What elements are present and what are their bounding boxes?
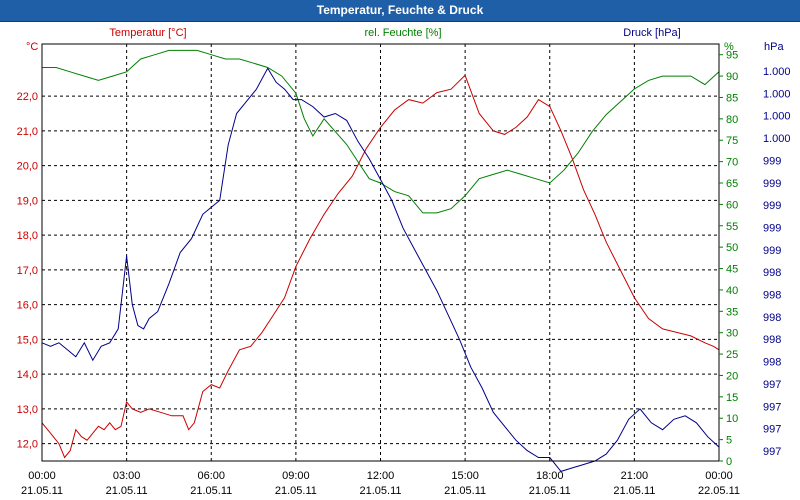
hum-tick-label: 65 (726, 178, 738, 190)
hum-tick-label: 95 (726, 50, 738, 62)
x-tick-time: 18:00 (536, 470, 564, 482)
chart-title: Temperatur, Feuchte & Druck (0, 0, 800, 22)
press-tick-label: 999 (763, 155, 781, 167)
temp-tick-label: 17,0 (17, 265, 38, 277)
temp-tick-label: 21,0 (17, 126, 38, 138)
hum-tick-label: 75 (726, 135, 738, 147)
plot-area (42, 44, 719, 461)
temp-tick-label: 22,0 (17, 91, 38, 103)
hum-tick-label: 40 (726, 285, 738, 297)
hum-tick-label: 15 (726, 392, 738, 404)
temp-axis-title: Temperatur [°C] (109, 27, 186, 39)
x-tick-time: 15:00 (451, 470, 479, 482)
hum-tick-label: 60 (726, 199, 738, 211)
x-tick-time: 00:00 (28, 470, 56, 482)
temp-tick-label: 12,0 (17, 439, 38, 451)
hum-tick-label: 35 (726, 306, 738, 318)
gridlines (42, 44, 719, 461)
temp-tick-label: 14,0 (17, 369, 38, 381)
press-tick-label: 997 (763, 424, 781, 436)
x-tick-date: 21.05.11 (275, 485, 317, 497)
x-tick-date: 21.05.11 (613, 485, 655, 497)
hum-unit-label: % (724, 41, 734, 53)
press-tick-label: 999 (763, 178, 781, 190)
x-tick-time: 12:00 (367, 470, 395, 482)
plot-frame (41, 43, 720, 462)
humidity-line (42, 49, 720, 214)
press-tick-label: 998 (763, 334, 781, 346)
press-tick-label: 1.000 (763, 111, 791, 123)
x-tick-time: 09:00 (282, 470, 310, 482)
hum-tick-label: 45 (726, 264, 738, 276)
temp-tick-label: 19,0 (17, 195, 38, 207)
x-tick-date: 21.05.11 (529, 485, 571, 497)
temp-tick-label: 13,0 (17, 404, 38, 416)
press-tick-label: 999 (763, 245, 781, 257)
press-axis-title: Druck [hPa] (623, 27, 680, 39)
x-tick-time: 03:00 (113, 470, 141, 482)
press-tick-label: 998 (763, 312, 781, 324)
hum-tick-label: 85 (726, 92, 738, 104)
hum-tick-label: 50 (726, 242, 738, 254)
press-tick-label: 998 (763, 357, 781, 369)
series-lines (41, 49, 720, 472)
hum-tick-label: 80 (726, 114, 738, 126)
x-tick-date: 21.05.11 (106, 485, 148, 497)
hum-tick-label: 5 (726, 435, 732, 447)
temp-tick-label: 20,0 (17, 161, 38, 173)
temp-unit-label: °C (26, 41, 38, 53)
hum-tick-label: 30 (726, 328, 738, 340)
temp-tick-label: 16,0 (17, 300, 38, 312)
temp-tick-label: 15,0 (17, 334, 38, 346)
press-tick-label: 997 (763, 446, 781, 458)
press-tick-label: 1.000 (763, 88, 791, 100)
hum-tick-label: 70 (726, 157, 738, 169)
x-tick-date: 21.05.11 (190, 485, 232, 497)
press-tick-label: 999 (763, 222, 781, 234)
press-tick-label: 1.000 (763, 66, 791, 78)
x-tick-date: 22.05.11 (698, 485, 740, 497)
hum-tick-label: 10 (726, 413, 738, 425)
pressure-line (41, 67, 720, 472)
x-tick-time: 00:00 (705, 470, 733, 482)
hum-axis-title: rel. Feuchte [%] (364, 27, 441, 39)
x-tick-date: 21.05.11 (359, 485, 401, 497)
hum-tick-label: 0 (726, 456, 732, 468)
x-tick-date: 21.05.11 (21, 485, 63, 497)
press-tick-label: 998 (763, 290, 781, 302)
hum-tick-label: 20 (726, 370, 738, 382)
press-unit-label: hPa (764, 41, 784, 53)
hum-tick-label: 90 (726, 71, 738, 83)
x-tick-time: 06:00 (197, 470, 225, 482)
hum-tick-label: 55 (726, 221, 738, 233)
temperature-line (41, 74, 720, 459)
press-tick-label: 1.000 (763, 133, 791, 145)
chart-canvas: 12,0 13,0 14,0 15,0 16,0 17,0 18,0 19,0 20,0 21,0… (17, 27, 791, 497)
press-tick-label: 997 (763, 401, 781, 413)
x-tick-time: 21:00 (621, 470, 649, 482)
press-tick-label: 997 (763, 379, 781, 391)
press-tick-label: 999 (763, 200, 781, 212)
temp-tick-label: 18,0 (17, 230, 38, 242)
x-tick-date: 21.05.11 (444, 485, 486, 497)
press-tick-label: 998 (763, 267, 781, 279)
hum-tick-label: 25 (726, 349, 738, 361)
tick-labels: 12,0 13,0 14,0 15,0 16,0 17,0 18,0 19,0 20,0 21,0… (17, 50, 791, 497)
